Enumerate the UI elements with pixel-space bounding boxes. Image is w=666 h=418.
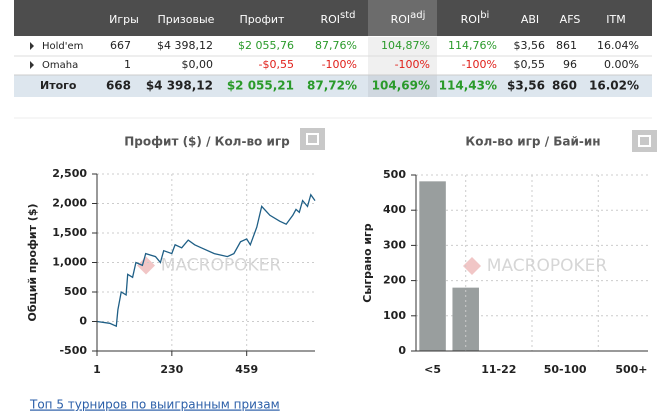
cell: 87,72% [307,79,357,93]
cell: 667 [110,39,131,52]
column-header: ABI [521,13,539,26]
y-axis-label: Общий профит ($) [26,203,39,321]
y-tick-label: 0 [398,344,406,357]
header-base: ROI [320,13,340,26]
column-header: Призовые [158,13,215,26]
camera-icon[interactable] [300,128,325,150]
watermark: MACROPOKER [161,256,282,276]
cell: 104,69% [372,79,430,93]
cell: 96 [563,58,577,71]
expand-icon[interactable] [30,61,34,69]
x-tick-label: 1 [93,363,101,376]
x-tick-label: 500+ [615,363,647,376]
y-tick-label: 2,500 [52,167,87,180]
cell: 16.02% [589,79,639,93]
cell: -$0,55 [259,58,294,71]
x-tick-label: 11-22 [481,363,516,376]
y-tick-label: 200 [383,274,406,287]
y-tick-label: 400 [383,203,406,216]
watermark: MACROPOKER [487,256,608,276]
y-tick-label: 1,000 [52,256,87,269]
y-tick-label: 0 [79,315,87,328]
y-tick-label: 2,000 [52,197,87,210]
camera-icon[interactable] [632,130,657,152]
column-header: Профит [240,13,286,26]
column-header: ROIstd [320,10,355,26]
chart-title: Профит ($) / Кол-во игр [124,135,290,149]
x-tick-label: 50-100 [544,363,587,376]
cell: -100% [322,58,357,71]
cell: 114,76% [448,39,497,52]
y-tick-label: 1,500 [52,226,87,239]
cell: 87,76% [315,39,357,52]
y-tick-label: 100 [383,309,406,322]
camera-glyph [638,135,651,147]
cell: 16.04% [597,39,639,52]
header-base: ROI [461,13,481,26]
row-name: Hold'em [42,41,83,52]
cell: 1 [124,58,131,71]
header-sup: bi [480,10,489,21]
cell: $3,56 [507,79,545,93]
cell: 861 [556,39,577,52]
y-tick-label: -500 [59,344,87,357]
bar [419,181,446,351]
cell: -100% [462,58,497,71]
y-tick-label: 500 [64,285,87,298]
highlight-column [368,37,437,97]
y-tick-label: 300 [383,238,406,251]
chart-title: Кол-во игр / Бай-ин [465,135,600,149]
cell: $0,55 [514,58,546,71]
x-tick-label: 230 [160,363,183,376]
cell: -100% [395,58,430,71]
table-header-bg [14,0,652,36]
cell: $4 398,12 [157,39,213,52]
column-header: Игры [109,13,139,26]
column-header: ITM [606,13,625,26]
camera-glyph [306,133,319,145]
row-name: Итого [40,79,77,92]
cell: 104,87% [381,39,430,52]
watermark-logo [463,257,481,275]
y-axis-label: Сыграно игр [361,223,374,303]
cell: $2 055,21 [227,79,294,93]
x-tick-label: <5 [424,363,441,376]
cell: $3,56 [514,39,546,52]
watermark-logo [137,256,155,275]
cell: $2 055,76 [238,39,294,52]
row-name: Omaha [42,60,78,71]
column-header: ROIadj [391,10,426,26]
expand-icon[interactable] [30,42,34,50]
highlight-header [368,0,437,36]
cell: 114,43% [439,79,497,93]
x-tick-label: 459 [235,363,258,376]
header-sup: adj [410,10,425,21]
cell: 0.00% [604,58,639,71]
cell: $4 398,12 [146,79,213,93]
cell: $0,00 [182,58,214,71]
header-base: ROI [391,13,411,26]
profit-line [96,193,316,328]
column-header: AFS [560,13,581,26]
y-tick-label: 500 [383,168,406,181]
cell: 668 [106,79,131,93]
total-row-bg [14,75,652,97]
cell: 860 [552,79,577,93]
header-sup: std [340,10,355,21]
column-header: ROIbi [461,10,490,26]
top-link[interactable]: Топ 5 турниров по выигранным призам [29,398,280,412]
